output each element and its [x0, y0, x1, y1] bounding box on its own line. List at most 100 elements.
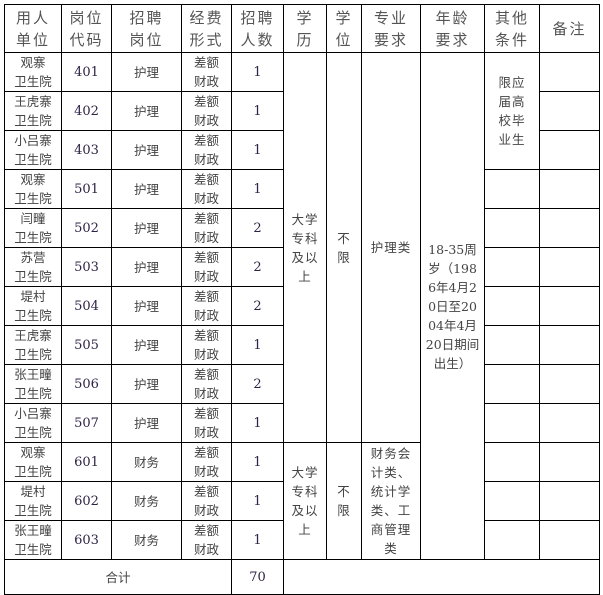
code-cell: 602	[61, 481, 112, 521]
header-row: 用人单位 岗位代码 招聘岗位 经费形式 招聘人数 学历 学位 专业要求 年龄要求…	[4, 4, 600, 53]
fund-cell: 差额 财政	[181, 442, 232, 482]
table-row: 观寨 卫生院 601 财务 差额 财政 1 大学专科及以上 不限 财务会计类、统计学类、工商管理类	[4, 442, 600, 560]
other-conditions-cell	[484, 520, 540, 560]
post-cell: 护理	[111, 247, 182, 287]
header-degree-label: 学位	[335, 8, 353, 49]
total-count: 70	[231, 559, 284, 595]
other-conditions-cell	[484, 364, 540, 404]
education-cell: 大学专科及以上	[283, 442, 327, 560]
table-row: 小吕寨 卫生院 507 护理 差额 财政 1	[4, 403, 600, 443]
code-cell: 501	[61, 169, 112, 209]
other-conditions-cell	[484, 286, 540, 326]
header-code-label: 岗位代码	[69, 8, 104, 49]
fund-cell: 差额 财政	[181, 169, 232, 209]
remark-cell	[539, 247, 600, 287]
recruitment-table: 用人单位 岗位代码 招聘岗位 经费形式 招聘人数 学历 学位 专业要求 年龄要求…	[4, 4, 600, 595]
header-post: 招聘岗位	[111, 4, 182, 53]
code-cell: 507	[61, 403, 112, 443]
degree-cell: 不限	[326, 442, 362, 560]
post-cell: 护理	[111, 364, 182, 404]
count-cell: 2	[231, 208, 284, 248]
unit-cell: 王虎寨 卫生院	[4, 325, 62, 365]
unit-cell: 小吕寨 卫生院	[4, 403, 62, 443]
degree-cell: 不限	[326, 52, 362, 443]
table-row: 王虎寨 卫生院 402 护理 差额 财政 1	[4, 91, 600, 131]
header-post-label: 招聘岗位	[129, 8, 164, 49]
count-cell: 1	[231, 130, 284, 170]
table-row: 王虎寨 卫生院 505 护理 差额 财政 1	[4, 325, 600, 365]
header-count-label: 招聘人数	[240, 8, 275, 49]
fund-cell: 差额 财政	[181, 325, 232, 365]
code-cell: 506	[61, 364, 112, 404]
post-cell: 护理	[111, 91, 182, 131]
cell-text: 限应届高校毕业生	[498, 75, 526, 147]
remark-cell	[539, 481, 600, 521]
unit-cell: 苏营 卫生院	[4, 247, 62, 287]
fund-cell: 差额 财政	[181, 403, 232, 443]
fund-cell: 差额 财政	[181, 208, 232, 248]
post-cell: 财务	[111, 481, 182, 521]
total-label: 合计	[4, 559, 232, 595]
major-cell: 护理类	[361, 52, 421, 443]
unit-cell: 闫疃 卫生院	[4, 208, 62, 248]
count-cell: 1	[231, 481, 284, 521]
unit-cell: 堤村 卫生院	[4, 481, 62, 521]
code-cell: 402	[61, 91, 112, 131]
header-major: 专业要求	[361, 4, 421, 53]
remark-cell	[539, 520, 600, 560]
table-row: 小吕寨 卫生院 403 护理 差额 财政 1	[4, 130, 600, 170]
remark-cell	[539, 442, 600, 482]
header-remark: 备注	[539, 4, 600, 53]
post-cell: 护理	[111, 403, 182, 443]
other-conditions-cell	[484, 442, 540, 482]
major-cell: 财务会计类、统计学类、工商管理类	[361, 442, 421, 560]
remark-cell	[539, 169, 600, 209]
header-age-label: 年龄要求	[435, 8, 470, 49]
fund-cell: 差额 财政	[181, 247, 232, 287]
count-cell: 1	[231, 169, 284, 209]
remark-cell	[539, 325, 600, 365]
table-row: 苏营 卫生院 503 护理 差额 财政 2	[4, 247, 600, 287]
count-cell: 1	[231, 52, 284, 92]
header-fund-label: 经费形式	[189, 8, 224, 49]
unit-cell: 观寨 卫生院	[4, 442, 62, 482]
unit-cell: 张王疃 卫生院	[4, 364, 62, 404]
cell-text: 护理类	[370, 240, 412, 255]
cell-text: 不限	[337, 230, 351, 265]
header-code: 岗位代码	[61, 4, 112, 53]
table-row: 闫疃 卫生院 502 护理 差额 财政 2	[4, 208, 600, 248]
header-degree: 学位	[326, 4, 362, 53]
cell-text: 18-35周岁（1986年4月20日至2004年4月20日期间出生）	[425, 241, 480, 371]
unit-cell: 王虎寨 卫生院	[4, 91, 62, 131]
post-cell: 护理	[111, 130, 182, 170]
other-conditions-cell	[484, 208, 540, 248]
count-cell: 2	[231, 364, 284, 404]
table-row: 张王疃 卫生院 506 护理 差额 财政 2	[4, 364, 600, 404]
code-cell: 403	[61, 130, 112, 170]
header-age: 年龄要求	[420, 4, 485, 53]
count-cell: 2	[231, 286, 284, 326]
header-education-label: 学历	[296, 8, 314, 49]
other-conditions-cell	[484, 247, 540, 287]
unit-cell: 观寨 卫生院	[4, 52, 62, 92]
fund-cell: 差额 财政	[181, 286, 232, 326]
code-cell: 601	[61, 442, 112, 482]
remark-cell	[539, 208, 600, 248]
code-cell: 401	[61, 52, 112, 92]
remark-cell	[539, 286, 600, 326]
cell-text: 财务会计类、统计学类、工商管理类	[370, 446, 412, 556]
fund-cell: 差额 财政	[181, 481, 232, 521]
code-cell: 603	[61, 520, 112, 560]
code-cell: 504	[61, 286, 112, 326]
count-cell: 1	[231, 520, 284, 560]
code-cell: 503	[61, 247, 112, 287]
unit-cell: 张王疃 卫生院	[4, 520, 62, 560]
post-cell: 财务	[111, 442, 182, 482]
remark-cell	[539, 403, 600, 443]
fund-cell: 差额 财政	[181, 91, 232, 131]
age-requirement-cell: 18-35周岁（1986年4月20日至2004年4月20日期间出生）	[420, 52, 485, 560]
header-other: 其他条件	[484, 4, 540, 53]
code-cell: 502	[61, 208, 112, 248]
header-other-label: 其他条件	[494, 8, 529, 49]
remark-cell	[539, 91, 600, 131]
